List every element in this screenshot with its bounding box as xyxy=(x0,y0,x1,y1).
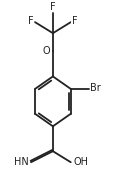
Text: Br: Br xyxy=(89,83,100,93)
Text: F: F xyxy=(28,16,34,26)
Text: F: F xyxy=(71,16,77,26)
Text: OH: OH xyxy=(72,157,87,167)
Text: F: F xyxy=(50,2,55,12)
Text: HN: HN xyxy=(14,157,28,167)
Text: O: O xyxy=(42,46,50,56)
